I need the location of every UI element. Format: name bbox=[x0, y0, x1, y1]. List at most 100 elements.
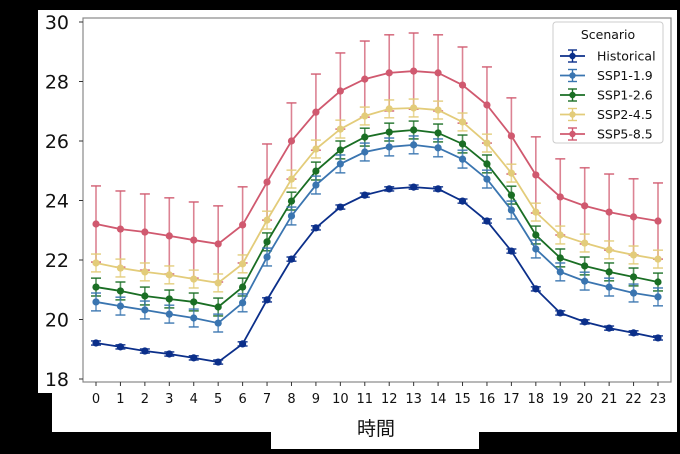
data-point bbox=[312, 145, 320, 153]
data-point bbox=[410, 67, 418, 75]
legend-marker-icon bbox=[569, 91, 576, 99]
data-point bbox=[336, 125, 344, 133]
data-point bbox=[556, 309, 564, 317]
data-point bbox=[654, 255, 662, 263]
legend-label: SSP2-4.5 bbox=[597, 107, 653, 122]
data-point bbox=[287, 137, 296, 145]
data-point bbox=[263, 238, 271, 246]
data-point bbox=[581, 239, 589, 247]
data-point bbox=[141, 347, 149, 355]
data-point bbox=[239, 260, 247, 268]
data-point bbox=[165, 271, 173, 279]
data-point bbox=[654, 293, 662, 301]
data-point bbox=[507, 206, 515, 214]
data-point bbox=[483, 101, 491, 109]
data-point bbox=[239, 221, 247, 229]
data-point bbox=[434, 129, 442, 137]
legend-label: SSP5-8.5 bbox=[597, 127, 653, 142]
data-point bbox=[165, 350, 173, 358]
y-tick-label: 18 bbox=[45, 369, 69, 391]
x-tick-label: 23 bbox=[650, 392, 667, 407]
data-point bbox=[434, 106, 442, 114]
legend-label: SSP1-2.6 bbox=[597, 88, 653, 103]
data-point bbox=[581, 262, 589, 270]
data-point bbox=[92, 298, 100, 306]
data-point bbox=[605, 268, 613, 276]
plot-area bbox=[91, 32, 663, 366]
data-point bbox=[410, 126, 418, 134]
data-point bbox=[629, 329, 638, 337]
x-tick-label: 16 bbox=[479, 392, 496, 407]
data-point bbox=[507, 169, 515, 177]
x-axis: 0 1 2 3 4 5 6 7 8 9 10 11 12 13 14 15 16 17 18 19 20 21 22 23 bbox=[92, 382, 666, 407]
data-point bbox=[92, 283, 100, 291]
figure-background-bottom bbox=[271, 432, 479, 449]
data-point bbox=[410, 183, 418, 191]
data-point bbox=[434, 185, 442, 193]
data-point bbox=[556, 231, 564, 239]
x-tick-label: 5 bbox=[214, 392, 222, 407]
data-point bbox=[116, 287, 125, 295]
data-point bbox=[214, 303, 222, 311]
data-point bbox=[312, 181, 320, 189]
data-point bbox=[312, 224, 320, 232]
y-tick-label: 28 bbox=[45, 72, 69, 94]
legend-item: SSP1-2.6 bbox=[560, 88, 653, 103]
data-point bbox=[336, 87, 344, 95]
data-point bbox=[361, 112, 369, 120]
data-point bbox=[605, 283, 613, 291]
legend-title: Scenario bbox=[581, 27, 635, 42]
data-point bbox=[385, 69, 393, 77]
data-point bbox=[581, 277, 589, 285]
data-point bbox=[214, 319, 222, 327]
y-tick-label: 24 bbox=[45, 191, 69, 213]
x-tick-label: 7 bbox=[263, 392, 271, 407]
series-ssp1-2-6 bbox=[91, 120, 663, 317]
data-point bbox=[629, 251, 638, 259]
data-point bbox=[507, 132, 515, 140]
legend-item: SSP5-8.5 bbox=[560, 127, 653, 142]
data-point bbox=[92, 220, 100, 228]
data-point bbox=[654, 217, 662, 225]
data-point bbox=[532, 171, 540, 179]
legend-item: Historical bbox=[560, 49, 656, 64]
data-point bbox=[336, 160, 344, 168]
data-point bbox=[458, 155, 467, 163]
data-point bbox=[385, 128, 393, 136]
legend-label: Historical bbox=[597, 49, 656, 64]
data-point bbox=[507, 191, 515, 199]
data-point bbox=[287, 212, 296, 220]
data-point bbox=[385, 105, 393, 113]
data-point bbox=[385, 143, 393, 151]
x-axis-label: 時間 bbox=[357, 418, 395, 440]
data-point bbox=[483, 160, 491, 168]
data-point bbox=[629, 213, 638, 221]
x-tick-label: 11 bbox=[357, 392, 374, 407]
y-tick-label: 30 bbox=[45, 12, 69, 34]
data-point bbox=[165, 232, 173, 240]
data-point bbox=[312, 167, 320, 175]
data-point bbox=[605, 208, 613, 216]
data-point bbox=[214, 358, 222, 366]
legend: Scenario Historical SSP1-1.9 SSP1-2.6 SSP2-… bbox=[552, 21, 664, 144]
data-point bbox=[434, 69, 442, 77]
legend-marker-icon bbox=[569, 111, 576, 118]
data-point bbox=[532, 208, 540, 216]
x-tick-label: 13 bbox=[405, 392, 422, 407]
data-point bbox=[483, 139, 491, 147]
data-point bbox=[361, 75, 369, 83]
data-point bbox=[190, 354, 198, 362]
x-tick-label: 9 bbox=[312, 392, 320, 407]
data-point bbox=[263, 253, 271, 261]
y-tick-label: 20 bbox=[45, 310, 69, 332]
x-tick-label: 6 bbox=[238, 392, 246, 407]
x-tick-label: 4 bbox=[190, 392, 198, 407]
data-point bbox=[654, 278, 662, 286]
data-point bbox=[336, 203, 344, 211]
x-tick-label: 20 bbox=[576, 392, 593, 407]
data-point bbox=[141, 292, 149, 300]
y-tick-label: 26 bbox=[45, 131, 69, 153]
data-point bbox=[116, 302, 125, 310]
figure-background-lower bbox=[52, 393, 677, 432]
